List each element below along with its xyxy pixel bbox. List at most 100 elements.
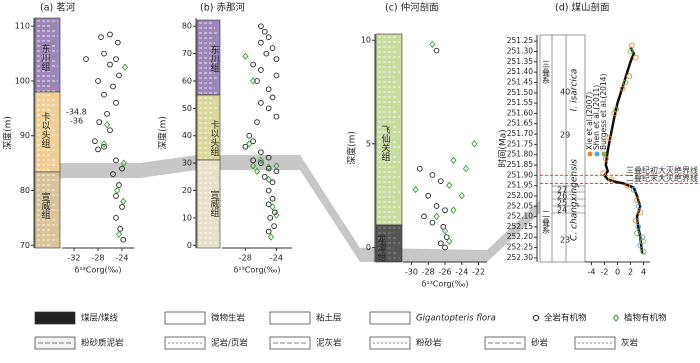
data-point [246, 132, 253, 139]
legend-label: 微物生岩 [211, 313, 246, 324]
y-tick-label: 0 [366, 243, 371, 252]
data-point [95, 146, 101, 153]
data-point [429, 219, 436, 226]
data-point [265, 228, 272, 235]
data-point [272, 209, 278, 216]
data-point [265, 154, 272, 161]
legend-label: 粉砂岩 [416, 338, 442, 349]
y-tick-label: 251.40 [507, 67, 533, 76]
x-tick-label: -4 [588, 268, 596, 277]
data-point [635, 224, 642, 230]
legend-label: Xie et al.(2007) [585, 92, 594, 150]
legend-marker [533, 315, 539, 321]
data-point [269, 45, 276, 51]
y-tick-label: 251.70 [507, 129, 533, 138]
data-point [441, 227, 449, 235]
legend-label: 泥灰岩 [316, 338, 342, 349]
y-axis-label: 时间(Ma) [497, 129, 509, 167]
legend-label: 煤层/煤线 [81, 313, 118, 324]
legend-swatch [269, 311, 311, 325]
legend-marker [587, 151, 593, 157]
data-point [254, 78, 260, 84]
zone-column [539, 34, 586, 263]
data-point [630, 186, 637, 193]
legend-marker [594, 151, 600, 157]
data-point [92, 138, 98, 145]
y-tick-label: 251.35 [507, 57, 533, 66]
y-tick-label: 251.45 [507, 77, 533, 86]
y-tick-label: 252.25 [507, 243, 533, 252]
legend-label: 泥岩/页岩 [211, 338, 248, 349]
x-tick-label: 0 [615, 268, 620, 277]
data-point [250, 138, 256, 145]
annotation: I. isarcica [570, 69, 580, 112]
formation-label: 宣威组 [209, 189, 220, 217]
x-tick-label: -22 [472, 268, 485, 277]
data-point [258, 100, 264, 106]
y-axis-label: 深度(m) [157, 116, 169, 150]
data-point [250, 61, 256, 68]
data-point [119, 165, 125, 172]
data-point [624, 182, 631, 189]
data-point [437, 178, 444, 185]
annotation: 29 [560, 131, 570, 140]
legend-label: Shen et al.(2011) [592, 85, 601, 150]
x-tick-label: 4 [641, 268, 646, 277]
data-point [117, 225, 124, 232]
legend-label: Burgess et al.(2014) [599, 74, 608, 150]
y-tick-label: 251.60 [507, 108, 533, 117]
y-tick-label: 50 [182, 104, 192, 113]
formation-label: 东川组 [40, 43, 51, 71]
y-tick-label: 90 [20, 131, 30, 140]
y-tick-label: 251.90 [507, 170, 533, 179]
x-tick-label: -26 [438, 268, 451, 277]
data-point [429, 172, 436, 178]
data-point [265, 86, 272, 93]
data-point [269, 94, 276, 101]
correlation-band [35, 155, 585, 262]
data-point [602, 155, 609, 162]
data-point [113, 56, 119, 62]
data-point [271, 223, 277, 229]
x-axis-label: δ¹³Corg(‰) [422, 280, 469, 289]
data-point [267, 233, 275, 241]
data-point [242, 143, 249, 150]
y-tick-label: 251.50 [507, 88, 533, 97]
data-point [421, 213, 427, 220]
data-point [107, 31, 113, 38]
data-point [637, 242, 644, 249]
data-point [450, 206, 457, 214]
data-point [440, 223, 447, 230]
data-point [433, 203, 440, 209]
y-tick-label: 80 [20, 186, 30, 195]
x-tick-label: -24 [455, 268, 468, 277]
annotation: 40 [560, 88, 570, 97]
data-point [101, 50, 107, 57]
y-axis-label: 深度(m) [2, 116, 14, 150]
y-tick-label: 251.75 [507, 139, 533, 148]
data-point [634, 197, 640, 203]
data-point [114, 39, 121, 46]
boundary-label: 三叠纪初大灭绝界线 [626, 165, 698, 175]
data-point [261, 173, 268, 180]
data-point [627, 48, 634, 55]
data-point [637, 209, 644, 216]
data-point [613, 106, 620, 113]
data-point [639, 234, 646, 241]
x-axis-label: δ¹³Corg(‰) [75, 266, 122, 275]
legend-swatch [369, 311, 411, 325]
y-tick-label: 40 [182, 131, 192, 140]
data-point [429, 40, 436, 49]
formation-label: 宣威组 [40, 191, 51, 219]
data-point [250, 77, 257, 85]
annotation: 26 [557, 192, 567, 201]
data-point [265, 163, 272, 171]
data-point [265, 105, 272, 112]
strat-unit [34, 17, 61, 93]
x-tick-label: -30 [405, 268, 418, 277]
data-point [628, 42, 635, 49]
y-tick-label: 5 [366, 139, 371, 148]
y-tick-label: 10 [182, 213, 192, 222]
strat-unit [196, 159, 221, 249]
data-point [261, 28, 268, 35]
